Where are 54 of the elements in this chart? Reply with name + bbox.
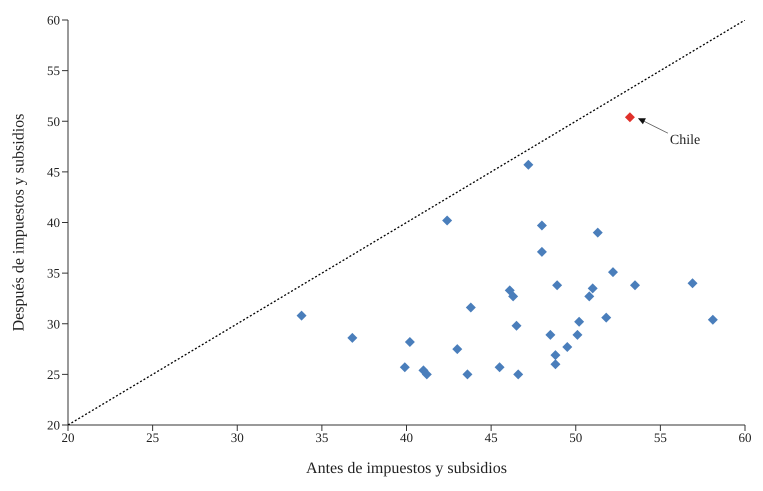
point — [601, 312, 612, 323]
y-tick-label: 25 — [47, 366, 60, 382]
point — [513, 369, 524, 380]
point — [550, 359, 560, 370]
point — [494, 362, 505, 372]
y-tick-label: 40 — [47, 215, 60, 230]
x-tick-label: 25 — [146, 430, 160, 446]
y-tick-label: 50 — [47, 114, 60, 129]
point — [347, 332, 358, 343]
point — [404, 336, 415, 347]
point — [708, 314, 718, 325]
y-tick-label: 35 — [47, 266, 60, 281]
point — [552, 280, 562, 290]
point — [523, 160, 534, 170]
point — [442, 215, 452, 226]
point — [462, 369, 472, 380]
y-tick-label: 20 — [47, 418, 60, 433]
point — [296, 310, 307, 321]
x-tick-label: 20 — [62, 430, 74, 446]
y-tick-label: 30 — [47, 316, 60, 332]
point — [624, 112, 635, 122]
y-tick-label: 45 — [47, 164, 60, 180]
y-tick-label: 60 — [47, 12, 60, 28]
x-tick-label: 40 — [400, 430, 413, 446]
point — [508, 291, 518, 302]
point — [562, 342, 572, 352]
point — [592, 228, 603, 238]
point — [588, 283, 598, 294]
y-tick-label: 55 — [47, 63, 60, 78]
x-axis-title: Antes de impuestos y subsidios — [306, 460, 507, 477]
point — [574, 316, 584, 327]
point — [422, 369, 432, 380]
x-tick-label: 55 — [654, 430, 667, 446]
point — [504, 285, 515, 296]
x-tick-label: 35 — [315, 430, 328, 446]
x-tick-label: 45 — [484, 430, 498, 446]
point — [400, 362, 410, 372]
point — [466, 302, 476, 313]
point — [536, 246, 547, 257]
annotation: Chile — [670, 133, 700, 148]
point — [572, 330, 582, 340]
point — [608, 267, 618, 278]
point — [550, 350, 560, 360]
x-tick-label: 50 — [569, 430, 582, 446]
x-tick-label: 60 — [738, 430, 752, 446]
point — [452, 344, 462, 354]
point — [688, 278, 698, 288]
point — [584, 291, 594, 302]
y-axis-title: Después de impuestos y subsidios — [10, 114, 28, 332]
point — [512, 320, 522, 331]
point — [536, 220, 547, 231]
point — [545, 330, 556, 340]
point — [630, 280, 640, 290]
x-tick-label: 30 — [230, 430, 244, 446]
